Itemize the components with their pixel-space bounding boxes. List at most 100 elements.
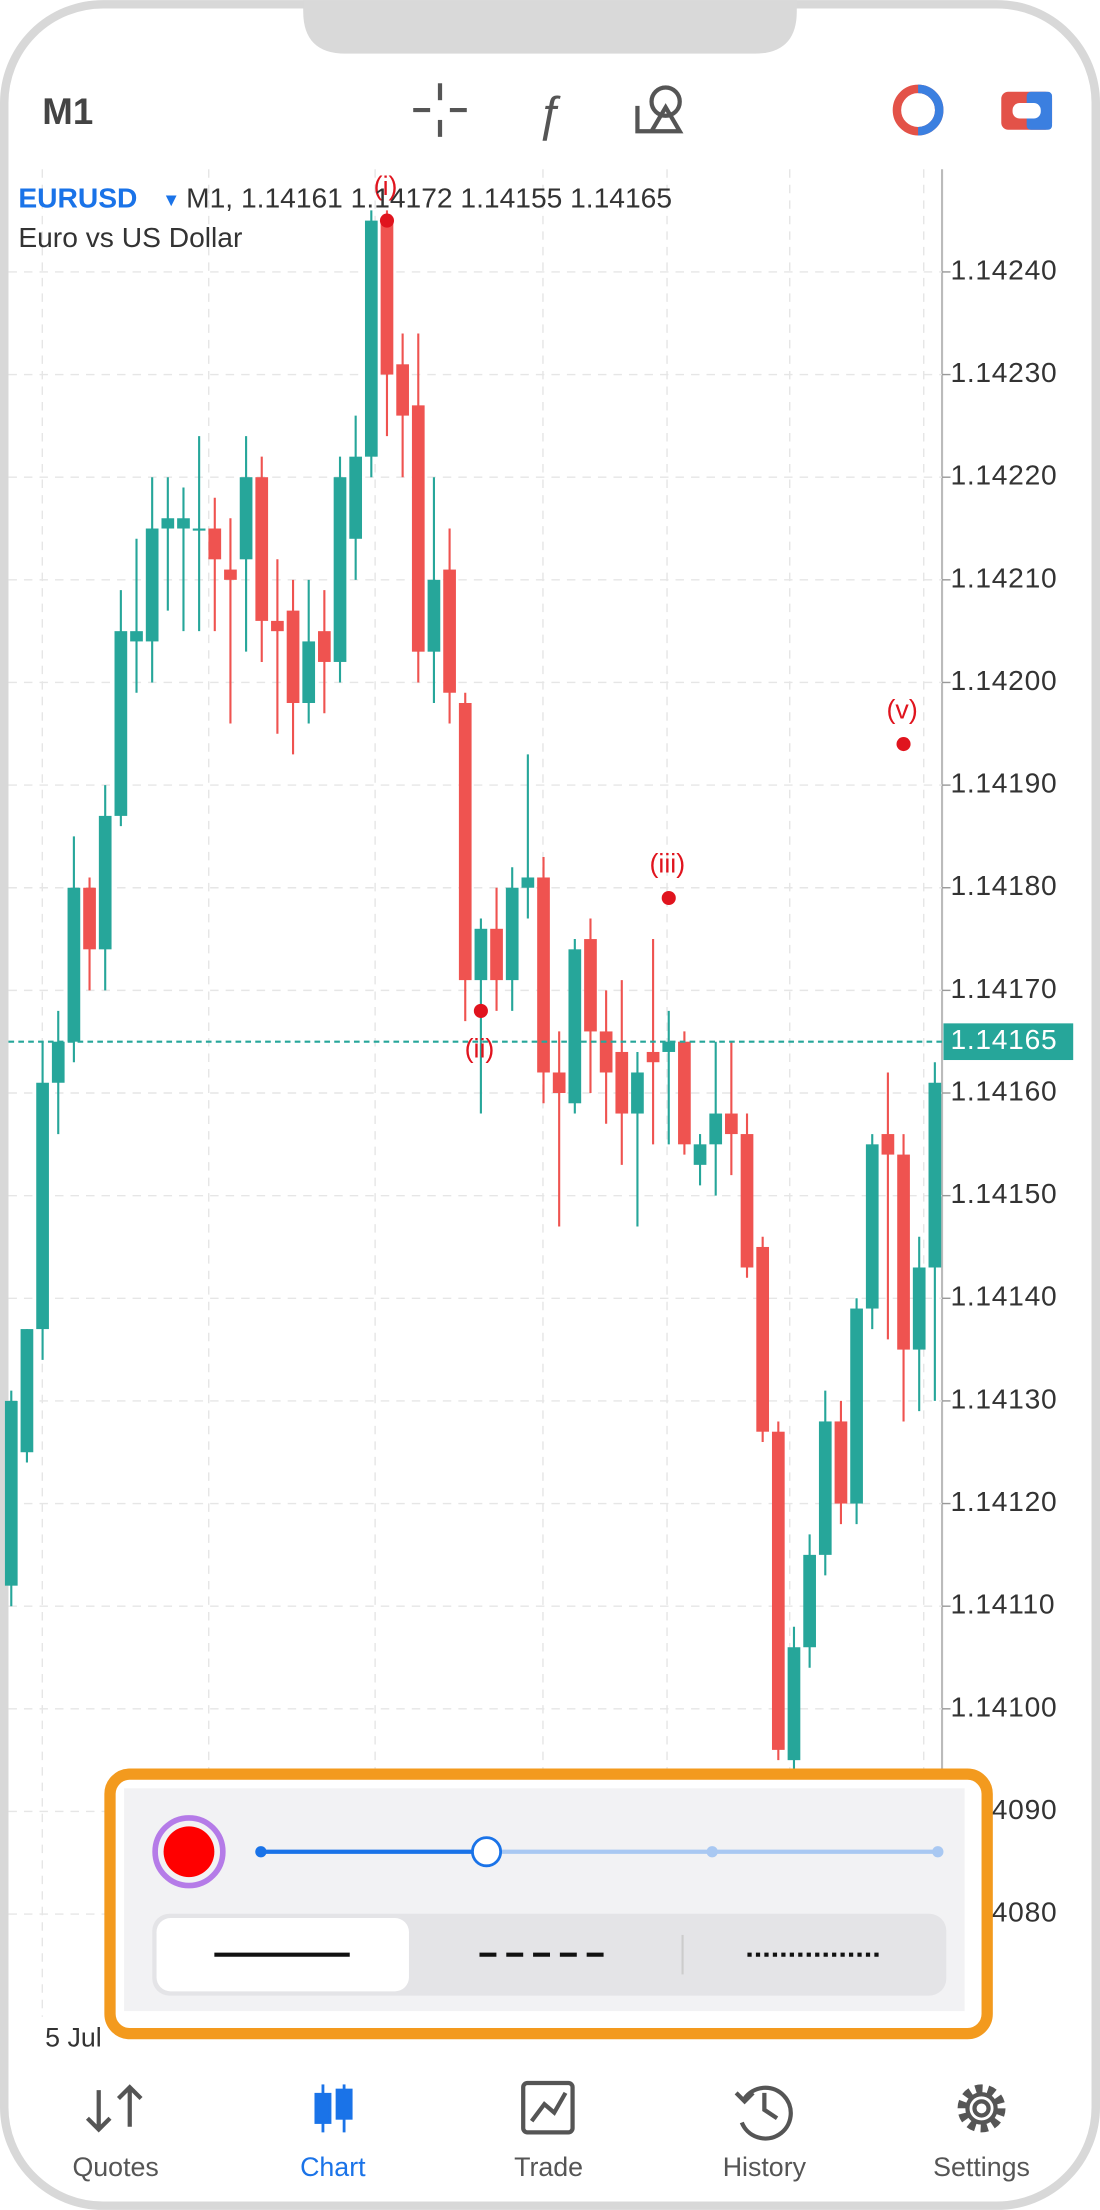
candle-body bbox=[333, 477, 347, 662]
trade-icon bbox=[521, 2080, 575, 2135]
y-tick-label: 1.14150 bbox=[951, 1177, 1058, 1209]
color-picker-ring[interactable] bbox=[152, 1815, 226, 1889]
symbol-dropdown[interactable]: ▼ bbox=[162, 189, 180, 210]
candle-body bbox=[396, 364, 409, 416]
candle-body bbox=[552, 1072, 566, 1094]
candle-body bbox=[850, 1308, 863, 1504]
y-tick-label: 1.14170 bbox=[951, 972, 1058, 1004]
candle-body bbox=[208, 528, 222, 560]
slider-thumb[interactable] bbox=[471, 1836, 503, 1868]
notch bbox=[303, 0, 797, 54]
candle-body bbox=[474, 928, 488, 981]
ohlc-header: M1, 1.14161 1.14172 1.14155 1.14165 bbox=[186, 181, 672, 213]
candle-body bbox=[67, 887, 81, 1042]
candle-body bbox=[349, 456, 363, 539]
candle-body bbox=[458, 702, 472, 981]
candle-body bbox=[51, 1041, 65, 1083]
candle-body bbox=[20, 1329, 34, 1453]
y-tick-label: 1.14230 bbox=[951, 356, 1058, 388]
timeframe[interactable]: M1 bbox=[42, 91, 93, 132]
candle-body bbox=[631, 1072, 644, 1114]
candle-body bbox=[756, 1246, 770, 1432]
y-tick-label: 1.14240 bbox=[951, 253, 1058, 285]
candle-body bbox=[302, 641, 316, 703]
candle-body bbox=[36, 1082, 49, 1330]
y-tick-label: 1.14160 bbox=[951, 1074, 1058, 1106]
candle-body bbox=[615, 1051, 629, 1114]
candle-body bbox=[192, 528, 206, 531]
y-tick-label: 1.14220 bbox=[951, 459, 1058, 491]
candle-body bbox=[443, 569, 456, 693]
tab-label[interactable]: Trade bbox=[514, 2152, 583, 2182]
candle-body bbox=[678, 1041, 691, 1145]
wave-point bbox=[473, 1003, 488, 1018]
one-click-icon[interactable] bbox=[892, 84, 944, 136]
candle-body bbox=[411, 405, 425, 652]
wave-point bbox=[379, 213, 395, 228]
candle-body bbox=[286, 610, 300, 703]
y-tick-label: 1.14180 bbox=[951, 869, 1058, 901]
candle-body bbox=[693, 1144, 707, 1165]
tab-label[interactable]: Chart bbox=[300, 2152, 366, 2182]
crosshair-icon[interactable] bbox=[413, 83, 467, 137]
candle-body bbox=[662, 1041, 676, 1052]
color-picker[interactable] bbox=[163, 1826, 215, 1878]
objects-icon[interactable] bbox=[635, 85, 684, 134]
candle-body bbox=[83, 887, 96, 950]
candle-body bbox=[490, 928, 503, 981]
candle-body bbox=[912, 1267, 926, 1350]
candle-body bbox=[740, 1134, 754, 1268]
y-tick-label: 1.14210 bbox=[951, 561, 1058, 593]
y-tick-label: 1.14110 bbox=[951, 1588, 1056, 1620]
candle-body bbox=[584, 939, 597, 1032]
symbol[interactable]: EURUSD bbox=[18, 181, 137, 213]
candle-body bbox=[521, 877, 535, 888]
tab-bar: Quotes Chart Trade History Settings bbox=[72, 2080, 1030, 2182]
chart-icon bbox=[314, 2084, 353, 2133]
candle-body bbox=[599, 1031, 613, 1073]
wave-label: (iii) bbox=[649, 849, 685, 879]
wave-point bbox=[661, 890, 676, 906]
slider-stop[interactable] bbox=[255, 1846, 267, 1858]
slider-stop[interactable] bbox=[706, 1846, 718, 1858]
candle-body bbox=[114, 631, 128, 816]
candle-body bbox=[725, 1113, 738, 1135]
candle-body bbox=[568, 949, 582, 1104]
candle-body bbox=[145, 528, 159, 642]
candle-body bbox=[834, 1421, 848, 1504]
candle-body bbox=[787, 1647, 801, 1761]
candle-body bbox=[803, 1554, 816, 1648]
quotes-icon bbox=[85, 2084, 143, 2133]
chart: 1.14240 1.14230 1.14220 1.14210 1.14200 1.141… bbox=[4, 169, 1074, 2052]
candle-body bbox=[255, 477, 269, 621]
y-tick-label: 1.14200 bbox=[951, 664, 1058, 696]
history-icon bbox=[734, 2085, 793, 2141]
y-tick-label: 1.14140 bbox=[951, 1280, 1058, 1312]
symbol-description: Euro vs US Dollar bbox=[18, 221, 242, 253]
candle-body bbox=[4, 1400, 18, 1586]
y-tick-label: 1.14190 bbox=[951, 767, 1058, 799]
y-tick-label: 1.14130 bbox=[951, 1382, 1058, 1414]
candle-body bbox=[928, 1082, 942, 1268]
slider-stop[interactable] bbox=[932, 1846, 944, 1858]
candle-body bbox=[380, 220, 394, 375]
settings-icon bbox=[957, 2084, 1006, 2133]
candle-body bbox=[709, 1113, 723, 1145]
candle-body bbox=[771, 1431, 785, 1750]
candle-body bbox=[224, 569, 237, 580]
indicator-icon[interactable]: ƒ bbox=[536, 88, 563, 141]
candle-body bbox=[239, 477, 253, 560]
line-settings-panel bbox=[104, 1768, 993, 2040]
tab-label[interactable]: Quotes bbox=[72, 2152, 158, 2182]
tab-label[interactable]: Settings bbox=[933, 2152, 1030, 2182]
candle-body bbox=[881, 1134, 895, 1155]
current-price-label: 1.14165 bbox=[951, 1023, 1058, 1055]
candle-body bbox=[271, 620, 284, 632]
wave-label: (i) bbox=[374, 171, 398, 201]
candle-body bbox=[646, 1051, 660, 1063]
candle-body bbox=[177, 518, 190, 529]
tab-label[interactable]: History bbox=[723, 2152, 807, 2182]
x-tick-label: 5 Jul bbox=[45, 2022, 102, 2052]
trade-icon[interactable] bbox=[1001, 91, 1053, 130]
